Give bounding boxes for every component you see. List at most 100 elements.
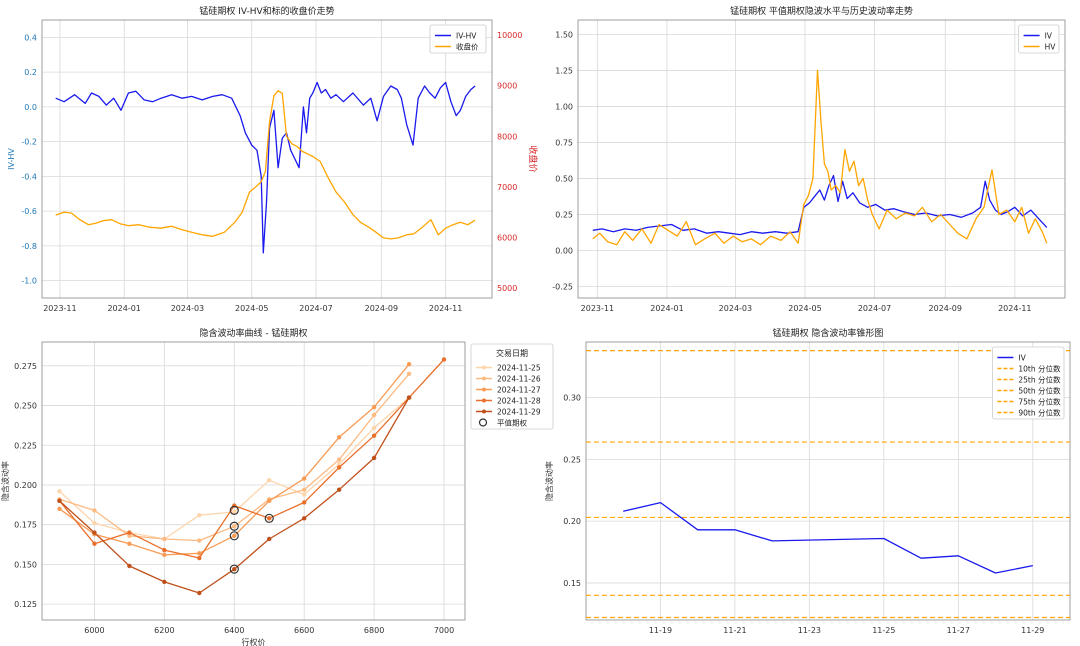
series-point <box>371 433 377 438</box>
legend-entry-label: IV-HV <box>456 32 477 41</box>
legend-marker-icon <box>478 418 488 427</box>
y-tick-label: 0.30 <box>563 394 581 403</box>
y-tick-label: 0.0 <box>24 103 37 112</box>
y2-tick-label: 8000 <box>497 132 517 141</box>
series-point <box>197 551 202 556</box>
series-point <box>232 524 237 529</box>
series-point <box>336 487 342 492</box>
grid <box>586 342 1070 620</box>
series-point <box>267 536 272 542</box>
series-point <box>162 552 167 558</box>
y2-tick-label: 7000 <box>497 183 517 192</box>
y2-tick-label: 6000 <box>497 233 517 242</box>
x-tick-label: 6000 <box>84 626 104 635</box>
x-tick-label: 6600 <box>294 626 314 635</box>
series-line <box>592 69 1048 246</box>
series-point <box>127 530 132 535</box>
atm-marker <box>264 513 274 523</box>
y2-tick-label: 5000 <box>497 284 517 293</box>
x-tick-label: 2024-09 <box>929 304 962 313</box>
x-tick-label: 2024-03 <box>719 304 752 313</box>
series-point <box>336 465 342 470</box>
chart-title: 锰硅期权 平值期权隐波水平与历史波动率走势 <box>730 5 913 17</box>
series-point <box>57 489 62 494</box>
x-tick-label: 2023-11 <box>43 304 76 313</box>
y-tick-label: 0.25 <box>563 455 581 464</box>
legend-title: 交易日期 <box>496 348 528 358</box>
series-point <box>127 533 132 539</box>
atm-marker <box>229 505 239 515</box>
x-tick-label: 11-25 <box>872 626 895 635</box>
series-point <box>406 395 412 400</box>
series-point <box>92 530 97 535</box>
chart-panel-4: 11-19 11-21 11-23 11-25 11-27 11-29 0.15 0.20 0.… <box>544 327 1071 635</box>
legend-box <box>470 343 554 430</box>
series-point <box>406 371 412 376</box>
y-tick-label: 0.275 <box>14 362 37 371</box>
series-point <box>267 478 272 483</box>
y-axis-label: 隐含波动率 <box>0 461 10 501</box>
series-point <box>92 520 97 526</box>
series-point <box>92 508 97 513</box>
y-axis-label: IV-HV <box>7 148 16 170</box>
y-tick-label: 0.50 <box>555 174 573 183</box>
legend-entry-label: 10th 分位数 <box>1018 364 1061 374</box>
x-tick-label: 6200 <box>154 626 174 635</box>
series-point <box>127 563 132 569</box>
x-tick-label: 2023-11 <box>581 304 614 313</box>
y-tick-label: 0.175 <box>14 521 37 530</box>
chart-title: 隐含波动率曲线 - 锰硅期权 <box>200 327 308 339</box>
series-point <box>92 541 97 546</box>
series-point <box>301 487 307 492</box>
y-tick-label: 0.25 <box>555 210 573 219</box>
series-point <box>197 512 202 518</box>
series-point <box>371 412 377 418</box>
atm-marker <box>229 531 239 541</box>
legend-entry-label: 平值期权 <box>497 418 527 428</box>
chart-panel-3: 6000 6200 6400 6600 6800 7000 0.125 0.150 0.175 0… <box>0 327 554 646</box>
y-tick-label: 1.50 <box>555 30 573 39</box>
y-tick-label: 0.4 <box>24 33 37 42</box>
chart-panel-1: 2023-11 2024-01 2024-03 2024-05 2024-07 2024-… <box>7 5 539 313</box>
y-axis-label: 隐含波动率 <box>544 461 554 501</box>
y2-tick-label: 10000 <box>497 31 522 40</box>
series-point <box>267 498 272 504</box>
series-line <box>623 501 1033 574</box>
y-tick-label: -1.0 <box>21 277 37 286</box>
series-point <box>162 547 167 553</box>
legend-entry-label: 50th 分位数 <box>1018 386 1061 396</box>
y-tick-label: 0.00 <box>555 246 573 255</box>
series-point <box>406 362 412 367</box>
x-tick-label: 2024-03 <box>171 304 204 313</box>
x-tick-label: 2024-05 <box>788 304 821 313</box>
series-point <box>162 579 167 585</box>
y-tick-label: 0.15 <box>563 579 581 588</box>
y-tick-label: 0.20 <box>563 517 581 526</box>
axes-frame <box>577 19 1066 299</box>
series-point <box>371 404 377 410</box>
legend-entry-label: IV <box>1045 32 1053 41</box>
legend-entry-label: 收盘价 <box>456 42 479 52</box>
series-point <box>336 462 342 467</box>
x-tick-label: 6400 <box>224 626 244 635</box>
y-tick-label: 0.250 <box>14 402 37 411</box>
series-point <box>232 566 237 572</box>
chart-title: 锰硅期权 IV-HV和标的收盘价走势 <box>199 5 334 17</box>
y-tick-label: 0.125 <box>14 600 37 609</box>
y-tick-label: 0.200 <box>14 481 37 490</box>
x-tick-label: 6800 <box>364 626 384 635</box>
axes-frame <box>41 341 466 621</box>
y-tick-label: 0.150 <box>14 560 37 569</box>
x-tick-label: 11-23 <box>798 626 821 635</box>
grid <box>578 20 1065 298</box>
x-tick-label: 2024-07 <box>858 304 891 313</box>
x-tick-label: 2024-01 <box>650 304 683 313</box>
y-tick-label: -0.2 <box>21 138 37 147</box>
series-point <box>301 500 307 505</box>
grid <box>42 342 465 620</box>
x-tick-label: 2024-11 <box>429 304 462 313</box>
legend-entry-label: 2024-11-25 <box>497 364 541 373</box>
y-tick-label: 0.75 <box>555 138 573 147</box>
